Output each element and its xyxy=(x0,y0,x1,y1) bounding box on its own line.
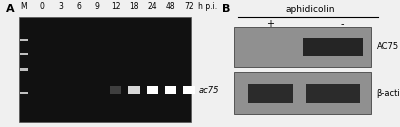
Text: 12: 12 xyxy=(111,2,120,11)
Text: 0: 0 xyxy=(40,2,44,11)
Text: ac75: ac75 xyxy=(198,86,219,95)
Text: 24: 24 xyxy=(148,2,157,11)
Bar xyxy=(128,86,140,94)
Text: 6: 6 xyxy=(76,2,81,11)
Bar xyxy=(20,68,28,71)
Text: aphidicolin: aphidicolin xyxy=(285,5,335,14)
Bar xyxy=(147,86,158,94)
Text: 3: 3 xyxy=(58,2,63,11)
Bar xyxy=(110,86,121,94)
Text: 18: 18 xyxy=(129,2,139,11)
Text: 9: 9 xyxy=(95,2,100,11)
Text: A: A xyxy=(6,4,15,14)
Bar xyxy=(20,39,28,41)
Text: 72: 72 xyxy=(184,2,194,11)
Text: B: B xyxy=(222,4,230,14)
Text: h p.i.: h p.i. xyxy=(198,2,218,11)
Text: 48: 48 xyxy=(166,2,176,11)
Bar xyxy=(183,86,195,94)
Text: AC75: AC75 xyxy=(377,43,399,51)
Bar xyxy=(20,53,28,55)
Bar xyxy=(18,17,191,122)
Bar xyxy=(165,86,176,94)
Text: M: M xyxy=(20,2,27,11)
Text: +: + xyxy=(266,19,274,29)
Text: β-actin: β-actin xyxy=(377,89,400,98)
Bar xyxy=(20,92,28,94)
Text: -: - xyxy=(341,19,344,29)
